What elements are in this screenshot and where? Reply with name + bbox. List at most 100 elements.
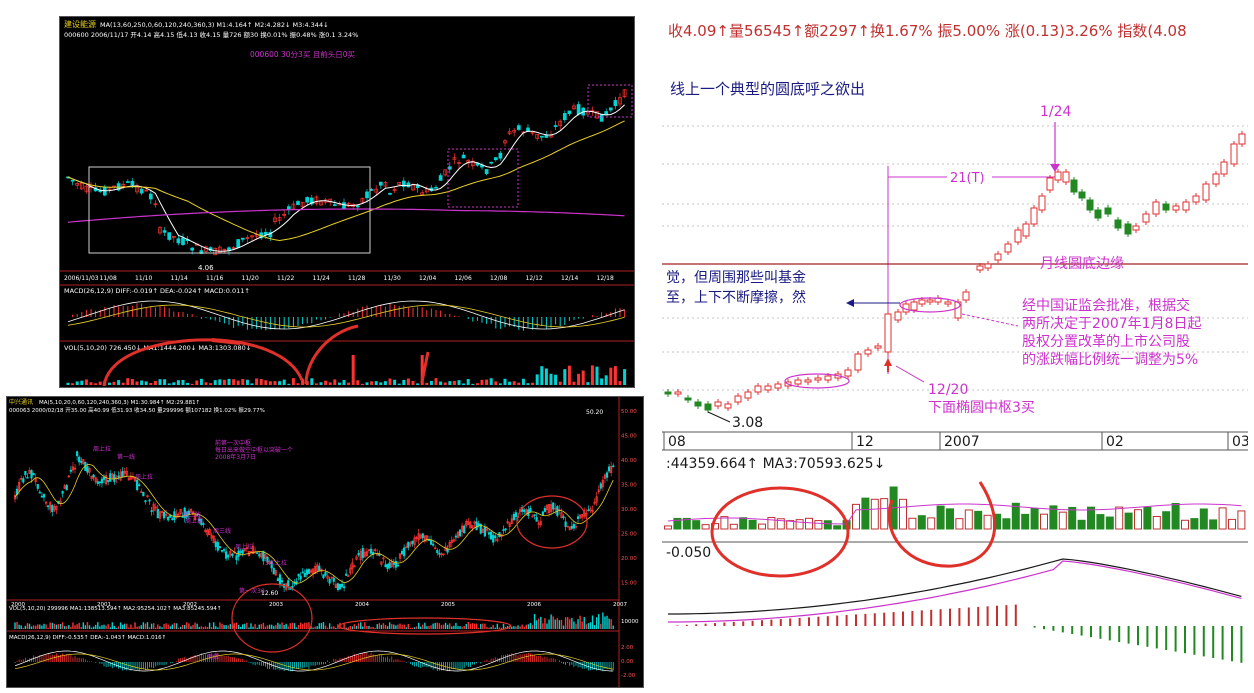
chart-b-candle xyxy=(44,501,48,504)
chart-c-volume-bar xyxy=(1209,519,1218,530)
chart-c-vol-label: :44359.664↑ MA3:70593.625↓ xyxy=(666,456,885,472)
chart-b-circle-annotation-3 xyxy=(516,495,588,549)
chart-b-volume-bar xyxy=(200,626,202,629)
chart-b-volume-bar xyxy=(229,624,231,629)
chart-b-candle xyxy=(392,563,395,565)
chart-b-candle xyxy=(75,451,79,457)
chart-b-volume-bar xyxy=(86,622,89,629)
chart-b-volume-bar xyxy=(548,619,550,629)
chart-a-volume-bar xyxy=(176,380,180,385)
chart-a-volume-bar xyxy=(452,380,456,385)
chart-a-candle xyxy=(245,237,250,239)
chart-b-volume-bar xyxy=(35,625,37,629)
chart-c-volume-bar xyxy=(1228,518,1236,530)
chart-b-volume-bar xyxy=(293,623,296,629)
chart-b-annotation-label: 周上拉 xyxy=(135,473,153,481)
chart-b-volume-bar xyxy=(308,622,310,629)
chart-b-candle xyxy=(483,527,486,537)
chart-a-volume-bar xyxy=(112,381,116,385)
chart-a-volume-bar xyxy=(351,355,355,385)
chart-c-volume-bar xyxy=(946,508,954,530)
chart-b-volume-bar xyxy=(467,622,470,629)
chart-a-date-tick: 12/18 xyxy=(597,275,614,282)
chart-b-candle xyxy=(479,523,482,534)
chart-a-volume-bar xyxy=(429,380,433,385)
chart-b-volume-bar xyxy=(314,626,316,629)
chart-c-quote-line: 收4.09↑量56545↑额2297↑换1.67% 振5.00% 涨(0.13)… xyxy=(668,22,1187,40)
chart-b-candle xyxy=(612,465,615,468)
chart-c-candle xyxy=(1142,213,1150,223)
chart-c-candle xyxy=(962,291,970,301)
chart-b-price-tick: 25.00 xyxy=(621,532,637,538)
chart-a-volume-bar xyxy=(232,379,236,385)
chart-a-volume-bar xyxy=(130,379,134,385)
chart-b-volume-bar xyxy=(324,625,327,629)
chart-a-candles xyxy=(66,89,627,256)
chart-c-volume-bar xyxy=(955,518,964,530)
chart-a-date-tick: 12/06 xyxy=(455,275,472,282)
chart-b-volume-bar xyxy=(523,626,525,629)
chart-b-candle xyxy=(309,569,313,573)
chart-a-volume-bar xyxy=(172,382,176,385)
chart-b-candle xyxy=(357,552,360,556)
chart-a-candle xyxy=(378,181,383,186)
chart-b-volume-bar xyxy=(97,622,99,629)
chart-b-candle xyxy=(276,578,279,582)
chart-b-candle xyxy=(409,542,412,546)
chart-b-candle xyxy=(162,511,166,519)
chart-c-candle xyxy=(1070,179,1078,193)
chart-b-candle xyxy=(415,536,418,539)
chart-c-candle xyxy=(1014,229,1022,243)
chart-b-candle xyxy=(380,561,383,565)
chart-a-date-tick: 12/14 xyxy=(561,275,578,282)
chart-b-macd-tick: -2.00 xyxy=(621,673,636,679)
chart-b-volume-bar xyxy=(382,623,385,629)
chart-a-volume-bar xyxy=(250,383,254,385)
chart-c-date-top-arrowhead xyxy=(1050,164,1060,172)
chart-c-volume-bar xyxy=(1011,502,1020,530)
chart-a-candle xyxy=(144,189,149,192)
chart-a-candle xyxy=(236,239,241,248)
chart-b-volume-bar xyxy=(82,622,85,629)
chart-b-candle xyxy=(475,521,478,531)
chart-c-date-top: 1/24 xyxy=(1040,104,1072,120)
chart-a-candle xyxy=(217,246,222,253)
chart-a-volume-bar xyxy=(135,381,139,385)
chart-b-candle xyxy=(326,575,329,579)
chart-a-ma-mid-line xyxy=(67,120,625,242)
chart-b-volume-bar xyxy=(70,626,72,629)
chart-b-candle xyxy=(332,577,335,582)
chart-a-candle xyxy=(190,247,195,251)
chart-b-candle xyxy=(597,489,600,493)
chart-b-candle xyxy=(189,508,193,512)
chart-a-volume-bar xyxy=(245,379,249,385)
chart-b-candle xyxy=(525,509,528,514)
chart-c-volume-bar xyxy=(1040,513,1048,530)
chart-b-volume-bar xyxy=(66,626,68,629)
chart-b-oval-annotation-2 xyxy=(338,617,512,635)
chart-a-candle xyxy=(254,234,259,237)
chart-b-volume-bar xyxy=(364,622,366,629)
chart-c-volume-bar xyxy=(767,517,776,530)
chart-b-volume-bar xyxy=(562,625,565,629)
chart-c-candle xyxy=(926,299,934,303)
chart-b-candle xyxy=(100,478,104,484)
chart-b-candle xyxy=(241,549,244,554)
chart-a-volume-bar xyxy=(411,380,415,385)
chart-b-volume-bar xyxy=(386,626,389,629)
chart-c-volume-bar xyxy=(729,523,738,530)
chart-b-volume-bar xyxy=(99,626,101,629)
chart-a-date-tick: 11/16 xyxy=(206,275,223,282)
chart-a-volume-bar xyxy=(144,381,148,385)
chart-b-volume-bar xyxy=(378,623,381,629)
chart-b-candle xyxy=(421,533,424,539)
chart-a-volume-bar xyxy=(581,370,585,385)
chart-a-candle xyxy=(222,248,227,251)
chart-c-candle xyxy=(1078,191,1086,199)
chart-b-candle xyxy=(42,494,46,498)
chart-c-candle xyxy=(944,301,952,305)
chart-a-candle xyxy=(567,110,572,115)
chart-b-volume-bar xyxy=(55,624,58,629)
chart-a-candle xyxy=(231,247,236,249)
chart-a-volume-bar xyxy=(600,378,604,385)
